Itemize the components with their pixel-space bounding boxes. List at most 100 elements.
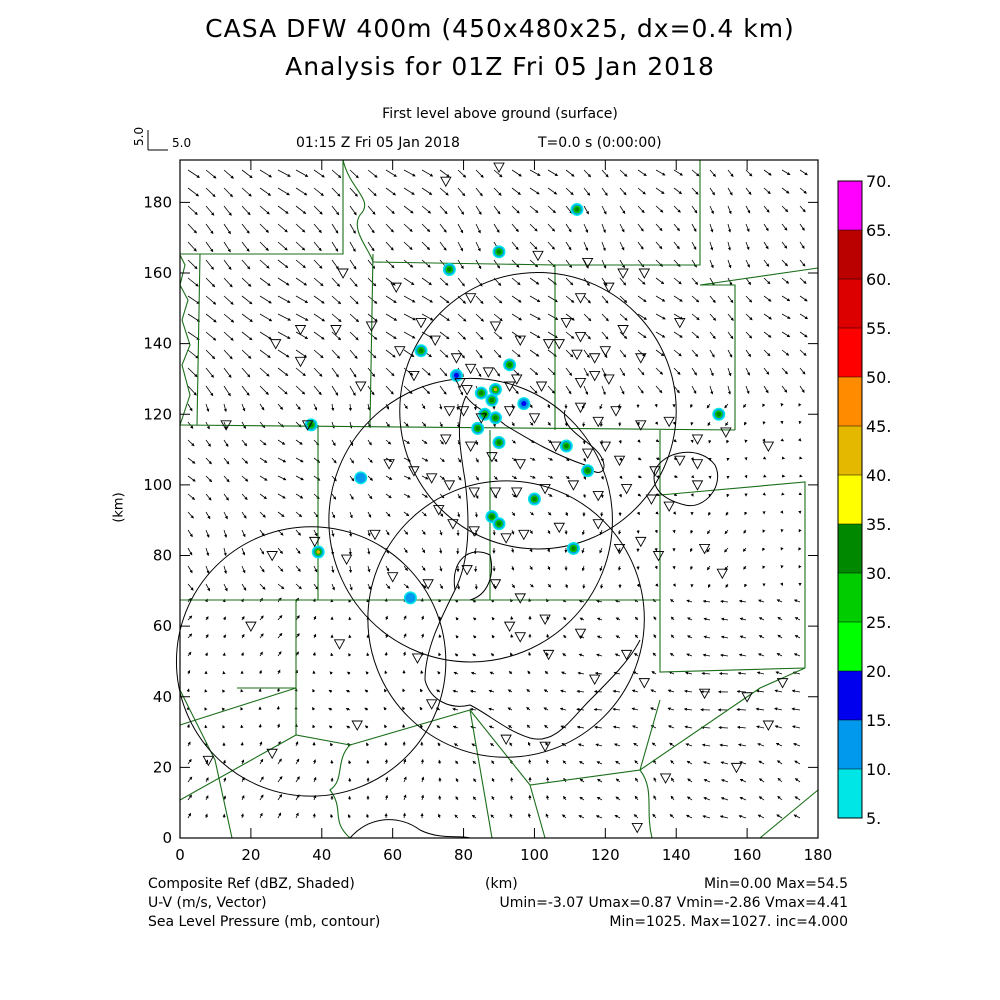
station-marker-35 — [461, 385, 473, 396]
echo-9 — [517, 397, 531, 411]
station-marker-87 — [500, 533, 512, 544]
station-marker-23 — [588, 353, 601, 364]
radar-ring-1 — [328, 377, 613, 663]
echo-10 — [478, 407, 492, 421]
x-tick-label-2: 40 — [312, 846, 331, 864]
echo-15 — [492, 436, 506, 449]
station-marker-53 — [663, 416, 675, 428]
station-marker-11 — [638, 268, 651, 279]
station-marker-115 — [638, 678, 651, 689]
station-marker-6 — [532, 250, 544, 262]
station-marker-124 — [500, 734, 512, 746]
footer-stats-1: Min=0.00 Max=54.5 — [703, 876, 848, 892]
station-marker-70 — [383, 459, 395, 470]
station-marker-117 — [741, 692, 753, 703]
plot-title: CASA DFW 400m (450x480x25, dx=0.4 km) — [205, 14, 795, 43]
station-marker-73 — [443, 480, 456, 491]
radar-ring-3 — [175, 526, 447, 797]
station-marker-119 — [762, 720, 775, 731]
station-marker-26 — [599, 346, 612, 357]
y-tick-label-3: 60 — [153, 617, 172, 635]
station-marker-50 — [592, 416, 605, 428]
footer-field-1: Composite Ref (dBZ, Shaded) — [148, 876, 355, 892]
y-tick-label-1: 20 — [153, 758, 172, 776]
station-marker-90 — [592, 519, 605, 530]
echo-5 — [449, 368, 463, 382]
echo-11 — [488, 411, 502, 425]
colorbar-label-7: 40. — [866, 466, 891, 485]
colorbar-swatch-7 — [838, 426, 862, 475]
station-marker-96 — [266, 551, 278, 562]
county-boundaries — [179, 159, 819, 839]
y-tick-label-9: 180 — [143, 193, 172, 211]
station-marker-24 — [553, 339, 566, 350]
station-marker-75 — [489, 487, 502, 498]
station-marker-102 — [461, 565, 473, 576]
station-marker-3 — [390, 282, 402, 294]
footer-field-3: Sea Level Pressure (mb, contour) — [148, 914, 381, 930]
station-marker-9 — [574, 293, 587, 304]
radar-ring-2 — [367, 480, 645, 758]
colorbar-label-2: 15. — [866, 711, 891, 730]
station-marker-17 — [393, 346, 406, 357]
station-marker-64 — [581, 448, 594, 460]
station-marker-106 — [574, 628, 587, 640]
station-marker-0 — [440, 176, 452, 188]
footer-stats-3: Min=1025. Max=1027. inc=4.000 — [609, 914, 848, 930]
y-tick-label-6: 120 — [143, 405, 172, 423]
echo-7 — [474, 386, 488, 400]
colorbar-swatch-10 — [838, 279, 862, 328]
footer-field-2: U-V (m/s, Vector) — [148, 895, 267, 911]
plot-subtitle: Analysis for 01Z Fri 05 Jan 2018 — [285, 52, 715, 81]
station-marker-10 — [603, 282, 615, 294]
station-marker-118 — [776, 678, 789, 689]
station-marker-88 — [518, 529, 530, 541]
colorbar-label-5: 30. — [866, 564, 891, 583]
station-marker-63 — [549, 441, 562, 452]
station-marker-60 — [464, 441, 477, 452]
echo-12 — [471, 421, 485, 435]
station-marker-126 — [659, 773, 672, 784]
station-marker-65 — [599, 441, 612, 452]
radar-ring-0 — [399, 271, 677, 550]
station-marker-100 — [386, 572, 399, 583]
colorbar-swatch-3 — [838, 622, 862, 671]
colorbar-swatch-5 — [838, 524, 862, 573]
station-marker-86 — [468, 526, 480, 537]
y-tick-label-0: 0 — [162, 829, 172, 847]
station-marker-12 — [330, 325, 342, 336]
x-tick-label-4: 80 — [454, 846, 473, 864]
colorbar-swatch-2 — [838, 671, 862, 720]
colorbar-label-0: 5. — [866, 809, 881, 828]
station-marker-109 — [333, 639, 346, 650]
echo-24 — [403, 591, 417, 605]
station-marker-89 — [553, 522, 566, 534]
station-marker-45 — [457, 406, 470, 417]
valid-time-label: 01:15 Z Fri 05 Jan 2018 — [296, 135, 460, 151]
station-marker-1 — [493, 162, 505, 173]
station-marker-66 — [613, 455, 626, 467]
x-tick-label-9: 180 — [804, 846, 833, 864]
station-marker-128 — [631, 822, 643, 834]
station-marker-83 — [691, 480, 704, 491]
plot-frame — [179, 159, 819, 839]
station-marker-4 — [415, 317, 427, 329]
colorbar-swatch-0 — [838, 769, 862, 818]
station-marker-32 — [450, 353, 463, 364]
station-marker-2 — [337, 268, 349, 279]
colorbar-label-13: 70. — [866, 172, 891, 191]
station-marker-42 — [674, 317, 686, 329]
x-axis-label: (km) — [485, 876, 518, 892]
station-marker-104 — [514, 593, 527, 604]
station-marker-69 — [691, 459, 704, 470]
x-tick-label-0: 0 — [175, 846, 185, 864]
echo-3 — [414, 344, 428, 358]
echo-16 — [559, 439, 573, 453]
station-marker-85 — [447, 519, 459, 530]
echo-4 — [503, 358, 517, 372]
station-marker-19 — [489, 321, 502, 332]
colorbar-swatch-12 — [838, 181, 862, 230]
station-marker-21 — [542, 339, 555, 350]
station-marker-81 — [645, 494, 658, 505]
station-marker-61 — [486, 452, 498, 463]
